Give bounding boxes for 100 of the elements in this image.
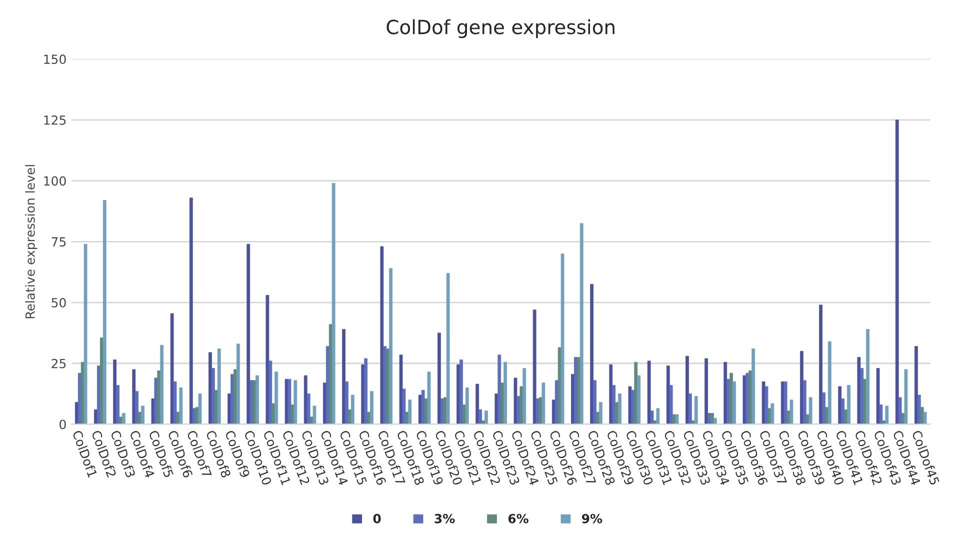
bar [857, 357, 861, 424]
bar [198, 394, 202, 424]
bar [342, 329, 346, 424]
bar [704, 358, 708, 424]
bar [189, 198, 193, 424]
bar [266, 294, 270, 424]
bar [688, 394, 692, 424]
bar [923, 412, 927, 424]
bar [478, 409, 482, 424]
bar [465, 388, 469, 424]
y-tick-label: 100 [44, 176, 66, 186]
legend-label: 9% [582, 514, 602, 524]
bar [211, 368, 215, 424]
bar [288, 378, 292, 424]
bar [389, 268, 392, 424]
bar [132, 369, 136, 424]
bar [628, 386, 632, 424]
bar [402, 388, 406, 424]
bar [170, 313, 174, 424]
bar [522, 368, 526, 424]
bar [427, 372, 431, 424]
y-tick-label: 0 [60, 420, 66, 430]
bar [917, 394, 921, 424]
y-axis-title: Relative expression level [25, 165, 38, 318]
bar [590, 284, 594, 424]
bar [580, 223, 584, 424]
bar [268, 360, 272, 424]
bar [304, 375, 308, 424]
bar [532, 310, 536, 424]
bar [730, 372, 733, 424]
bar [802, 380, 806, 424]
bar [694, 396, 698, 424]
bar [437, 332, 441, 424]
y-tick-label: 25 [52, 358, 66, 368]
bar [306, 394, 310, 424]
bar [841, 398, 844, 424]
bar [808, 397, 812, 424]
bar [484, 410, 488, 424]
bar [914, 346, 918, 424]
bar [828, 341, 832, 424]
bar [847, 385, 850, 424]
bar [476, 384, 480, 424]
bar [618, 394, 622, 424]
bar [364, 358, 368, 424]
y-tick-label: 75 [52, 237, 66, 247]
bar [666, 366, 670, 424]
bar [113, 360, 117, 424]
legend-label: 3% [434, 514, 455, 524]
y-tick-label: 50 [52, 298, 66, 308]
bar [135, 391, 139, 424]
bar [173, 381, 177, 424]
bar [819, 304, 822, 424]
bar [710, 413, 714, 424]
bar [764, 386, 768, 424]
bar [102, 200, 106, 424]
bar [460, 360, 463, 424]
bar [612, 385, 616, 424]
bar [650, 410, 654, 424]
chart-title: ColDof gene expression [386, 19, 614, 38]
bar [879, 404, 883, 424]
bar [116, 385, 120, 424]
bar [724, 362, 728, 424]
bar [350, 394, 354, 424]
bar [732, 381, 736, 424]
bar [675, 414, 679, 424]
bar [421, 390, 425, 424]
bar [800, 350, 804, 424]
bar [141, 406, 144, 424]
bar [752, 348, 756, 424]
bar [770, 403, 774, 424]
bar [609, 364, 613, 424]
bar [345, 381, 348, 424]
bar [504, 362, 507, 424]
bar [904, 369, 908, 424]
bar [860, 368, 864, 424]
bar [208, 352, 212, 424]
bar [294, 380, 298, 424]
bar [122, 413, 126, 424]
bar [656, 408, 660, 424]
bar [876, 368, 880, 424]
bar [598, 402, 602, 424]
bar [370, 391, 374, 424]
bar [217, 348, 221, 424]
bar [332, 183, 336, 424]
bar [408, 400, 412, 424]
bar [686, 356, 689, 424]
bar [256, 375, 259, 424]
bar [542, 382, 546, 424]
bar [713, 418, 717, 424]
bar [380, 246, 384, 424]
bar [634, 362, 638, 424]
bar [593, 380, 596, 424]
bar [762, 381, 766, 424]
bar [246, 244, 250, 424]
bar [885, 406, 889, 424]
bar [236, 344, 240, 424]
bar [637, 375, 641, 424]
bar [838, 386, 842, 424]
bar [669, 385, 673, 424]
bar [784, 381, 788, 424]
